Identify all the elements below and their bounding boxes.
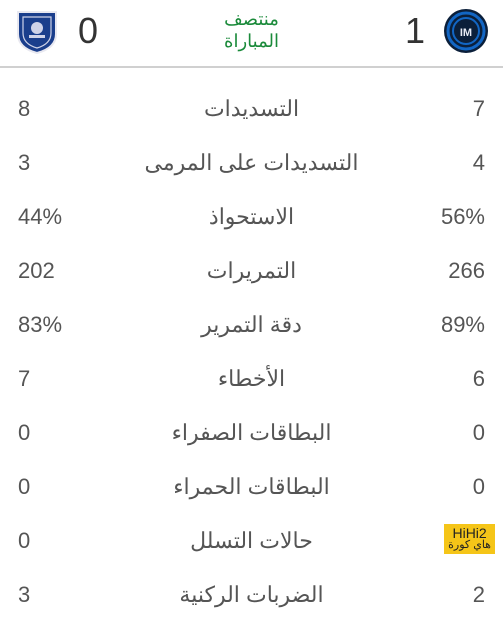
stat-label: الضربات الركنية: [98, 582, 405, 608]
stat-away-value: 56%: [405, 204, 485, 230]
svg-text:IM: IM: [460, 27, 472, 39]
stat-label: التمريرات: [98, 258, 405, 284]
stat-row: 44%الاستحواذ56%: [14, 190, 489, 244]
stat-row: 3التسديدات على المرمى4: [14, 136, 489, 190]
stat-away-value: 0: [405, 420, 485, 446]
stat-row: 3الضربات الركنية2: [14, 568, 489, 622]
stat-label: الاستحواذ: [98, 204, 405, 230]
watermark-ar: هاي كورة: [448, 540, 491, 552]
stat-row: 7الأخطاء6: [14, 352, 489, 406]
stat-label: التسديدات: [98, 96, 405, 122]
stat-home-value: 3: [18, 150, 98, 176]
stat-away-value: 6: [405, 366, 485, 392]
stat-home-value: 202: [18, 258, 98, 284]
stat-home-value: 0: [18, 528, 98, 554]
status-line-2: المباراة: [224, 31, 279, 53]
stat-row: 202التمريرات266: [14, 244, 489, 298]
home-score: 0: [78, 10, 98, 52]
stat-home-value: 8: [18, 96, 98, 122]
stat-row: 83%دقة التمرير89%: [14, 298, 489, 352]
stat-away-value: 0: [405, 474, 485, 500]
stat-home-value: 44%: [18, 204, 98, 230]
home-logo-icon: [14, 8, 60, 54]
stat-label: دقة التمرير: [98, 312, 405, 338]
stat-home-value: 0: [18, 474, 98, 500]
stat-home-value: 0: [18, 420, 98, 446]
stat-away-value: 7: [405, 96, 485, 122]
stat-away-value: 266: [405, 258, 485, 284]
stat-away-value: 4: [405, 150, 485, 176]
home-team: 0: [14, 8, 98, 54]
stat-label: البطاقات الحمراء: [98, 474, 405, 500]
stat-away-value: 2: [405, 582, 485, 608]
stat-label: التسديدات على المرمى: [98, 150, 405, 176]
match-status: منتصف المباراة: [224, 9, 279, 52]
stat-label: حالات التسلل: [98, 528, 405, 554]
stat-label: البطاقات الصفراء: [98, 420, 405, 446]
watermark: HiHi2 هاي كورة: [444, 524, 495, 554]
match-header: 0 منتصف المباراة 1 IM: [0, 0, 503, 68]
stat-home-value: 3: [18, 582, 98, 608]
away-team: 1 IM: [405, 8, 489, 54]
away-logo-icon: IM: [443, 8, 489, 54]
stat-label: الأخطاء: [98, 366, 405, 392]
stat-away-value: 89%: [405, 312, 485, 338]
status-line-1: منتصف: [224, 9, 279, 31]
watermark-en: HiHi2: [448, 526, 491, 541]
away-score: 1: [405, 10, 425, 52]
stat-home-value: 83%: [18, 312, 98, 338]
stat-row: 0البطاقات الصفراء0: [14, 406, 489, 460]
stat-home-value: 7: [18, 366, 98, 392]
stat-row: 0البطاقات الحمراء0: [14, 460, 489, 514]
stat-row: 0حالات التسلل1: [14, 514, 489, 568]
stat-row: 8التسديدات7: [14, 82, 489, 136]
stats-table: 8التسديدات73التسديدات على المرمى444%الاس…: [0, 68, 503, 622]
